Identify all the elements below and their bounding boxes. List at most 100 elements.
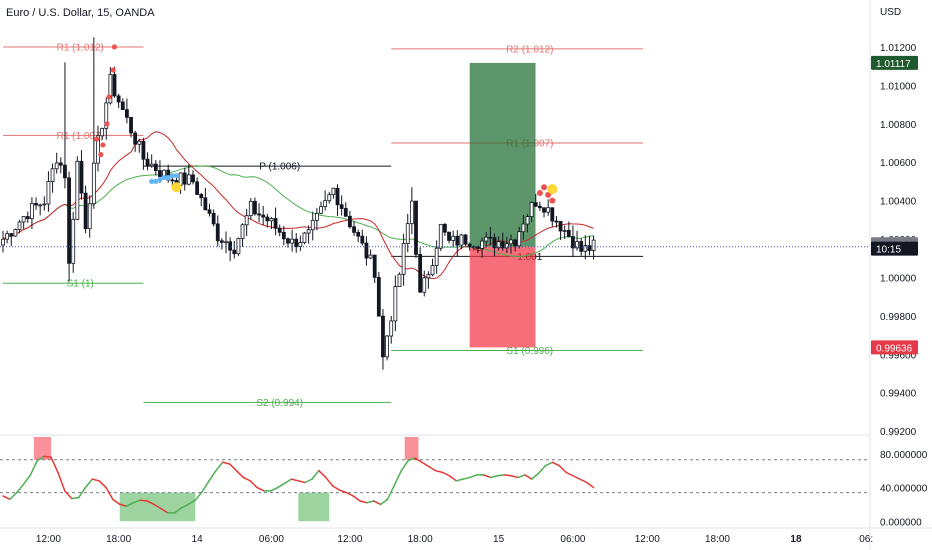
time-tick-label: 06:00 — [259, 534, 284, 545]
sell-signal-dot — [100, 142, 106, 148]
stop-loss-zone — [469, 246, 536, 348]
oscillator-segment — [441, 471, 451, 477]
candle-body — [306, 229, 311, 234]
pivot-label: S1 (0.996) — [506, 346, 553, 357]
candle-body — [554, 220, 559, 223]
price-tick-label: 1.00800 — [880, 120, 917, 131]
chart-title: Euro / U.S. Dollar, 15, OANDA — [6, 7, 155, 19]
candle-body — [1, 238, 5, 246]
candle-body — [21, 216, 26, 223]
candle-body — [414, 200, 418, 255]
oscillator-segment — [531, 472, 540, 480]
oscillator-segment — [98, 480, 107, 489]
candle-body — [583, 245, 588, 252]
pivot-label: R2 (1.012) — [506, 44, 553, 55]
candle-body — [405, 223, 410, 244]
candle-body — [91, 162, 96, 205]
oscillator-segment — [118, 503, 128, 507]
currency-label: USD — [880, 7, 902, 18]
candle-body — [455, 235, 460, 246]
oscillator-segment — [194, 491, 203, 501]
candle-body — [87, 203, 92, 230]
candle-body — [232, 249, 237, 255]
time-tick-label: 12:00 — [337, 534, 362, 545]
oscillator-segment — [325, 476, 334, 487]
price-tick-label: 0.99600 — [880, 350, 917, 361]
candle-body — [207, 209, 212, 214]
candle-body — [145, 158, 150, 167]
candle-body — [199, 194, 204, 199]
candle-body — [438, 223, 443, 249]
pivot-label: S2 (0.994) — [256, 398, 303, 409]
candle-body — [496, 241, 501, 249]
candle-body — [426, 274, 431, 279]
candle-body — [195, 181, 200, 195]
oscillator-segment — [112, 498, 121, 506]
price-tick-label: 1.00000 — [880, 273, 917, 284]
pivot-label: S1 (1) — [67, 279, 94, 290]
price-badge-label: 10:15 — [876, 245, 901, 256]
candle-body — [434, 247, 439, 266]
time-tick-label: 12:00 — [36, 534, 61, 545]
sell-signal-dot — [545, 191, 552, 198]
oscillator-segment — [153, 503, 162, 510]
oscillator-segment — [311, 469, 320, 480]
candle-body — [331, 187, 336, 196]
oscillator-tick-label: 0.000000 — [880, 517, 922, 528]
oscillator-segment — [242, 476, 251, 482]
oscillator-segment — [386, 484, 396, 501]
candle-body — [50, 168, 55, 182]
oscillator-segment — [503, 474, 512, 477]
candle-body — [571, 236, 575, 249]
oscillator-segment — [9, 491, 18, 501]
oscillator-segment — [318, 469, 327, 479]
candle-body — [137, 140, 142, 145]
oscillator-segment — [270, 486, 279, 492]
price-tick-label: 1.01000 — [880, 81, 917, 92]
sell-signal-dot — [541, 184, 548, 191]
candle-body — [96, 135, 100, 164]
price-badge — [871, 241, 918, 256]
overbought-zone — [404, 437, 419, 460]
candle-body — [38, 204, 43, 207]
buy-signal-dot — [173, 173, 180, 179]
oscillator-segment — [91, 478, 100, 482]
oscillator-segment — [249, 480, 258, 489]
oscillator-segment — [421, 461, 430, 468]
candle-body — [120, 101, 125, 110]
signal-marker — [547, 184, 558, 195]
candle-body — [372, 254, 377, 278]
candle-body — [562, 230, 567, 232]
oscillator-segment — [70, 496, 80, 500]
oscillator-segment — [15, 483, 25, 494]
candle-body — [63, 164, 67, 179]
oscillator-segment — [537, 464, 547, 474]
oscillator-segment — [331, 485, 341, 491]
candle-body — [484, 236, 489, 242]
time-tick-label: 15 — [493, 534, 505, 545]
candle-body — [504, 243, 509, 249]
oscillator-segment — [428, 465, 437, 472]
oscillator-segment — [565, 471, 574, 477]
candle-body — [443, 223, 447, 233]
oversold-zone — [298, 492, 330, 522]
candle-body — [335, 187, 340, 206]
candle-body — [224, 241, 228, 244]
oscillator-segment — [297, 480, 306, 484]
time-tick-label: 12:00 — [635, 534, 660, 545]
candle-body — [25, 216, 30, 220]
oscillator-segment — [345, 491, 354, 497]
candle-body — [286, 238, 290, 244]
candle-body — [447, 231, 451, 241]
candle-body — [360, 235, 365, 244]
candle-body — [104, 102, 109, 129]
oscillator-segment — [22, 474, 32, 485]
oscillator-segment — [84, 478, 94, 489]
candle-body — [529, 202, 534, 217]
candle-body — [310, 219, 315, 231]
candle-body — [71, 218, 76, 264]
candle-body — [381, 315, 385, 358]
time-tick-label: 18:00 — [106, 534, 131, 545]
oscillator-segment — [235, 469, 245, 479]
